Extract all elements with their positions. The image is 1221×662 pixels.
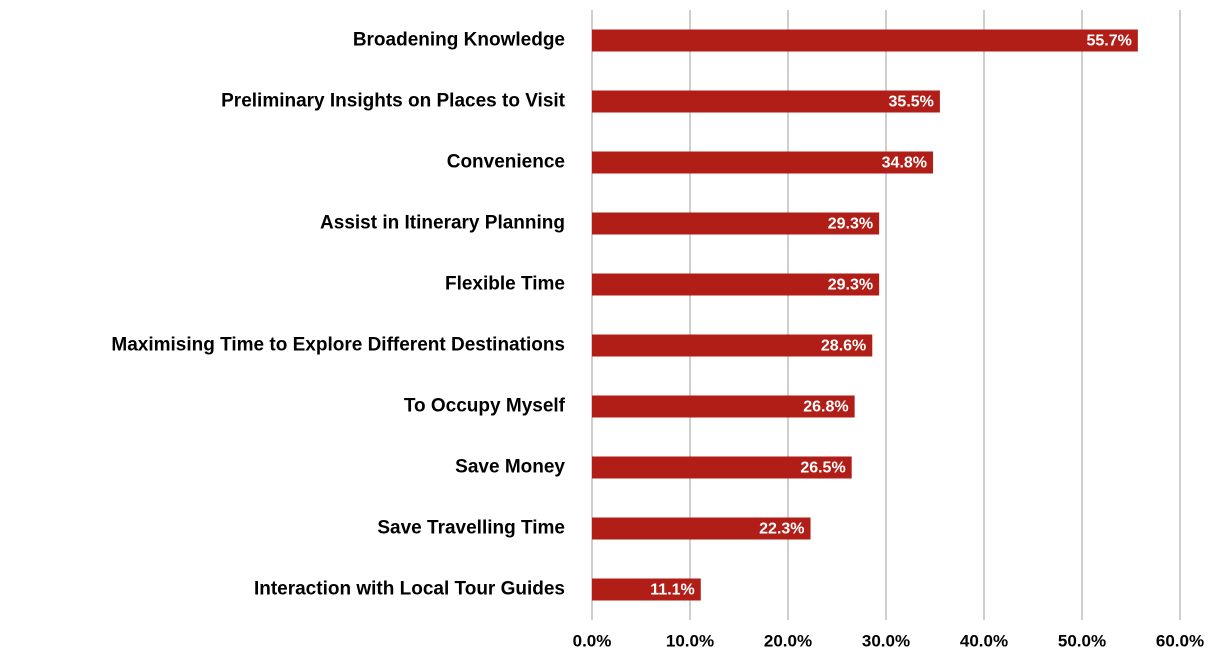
bar <box>592 90 940 113</box>
x-tick-label: 20.0% <box>764 631 812 650</box>
data-label: 11.1% <box>650 582 694 599</box>
y-tick-label: Preliminary Insights on Places to Visit <box>221 91 566 112</box>
y-tick-label: Save Travelling Time <box>377 518 565 539</box>
data-label: 55.7% <box>1086 33 1131 50</box>
x-tick-label: 30.0% <box>862 631 910 650</box>
bar <box>592 395 855 418</box>
data-label: 26.8% <box>803 399 848 416</box>
bar <box>592 151 934 174</box>
bar <box>592 578 701 601</box>
bar <box>592 334 873 357</box>
data-label: 26.5% <box>800 460 845 477</box>
y-tick-label: Interaction with Local Tour Guides <box>254 579 565 600</box>
y-tick-label: Assist in Itinerary Planning <box>320 213 565 234</box>
bar <box>592 273 880 296</box>
x-tick-label: 10.0% <box>666 631 714 650</box>
data-label: 29.3% <box>828 216 873 233</box>
bar <box>592 456 852 479</box>
data-label: 35.5% <box>889 94 934 111</box>
y-tick-label: Convenience <box>447 152 565 173</box>
bar <box>592 517 811 540</box>
y-tick-label: Flexible Time <box>445 274 565 295</box>
data-label: 22.3% <box>759 521 804 538</box>
y-tick-label: To Occupy Myself <box>404 396 566 417</box>
y-tick-label: Broadening Knowledge <box>353 30 565 51</box>
data-label: 34.8% <box>882 155 927 172</box>
data-label: 28.6% <box>821 338 866 355</box>
bar <box>592 29 1138 52</box>
bar <box>592 212 880 235</box>
x-tick-label: 50.0% <box>1058 631 1106 650</box>
x-tick-label: 40.0% <box>960 631 1008 650</box>
x-tick-label: 60.0% <box>1156 631 1204 650</box>
y-tick-label: Maximising Time to Explore Different Des… <box>111 335 565 356</box>
data-label: 29.3% <box>828 277 873 294</box>
x-tick-label: 0.0% <box>573 631 612 650</box>
y-tick-label: Save Money <box>455 457 565 478</box>
